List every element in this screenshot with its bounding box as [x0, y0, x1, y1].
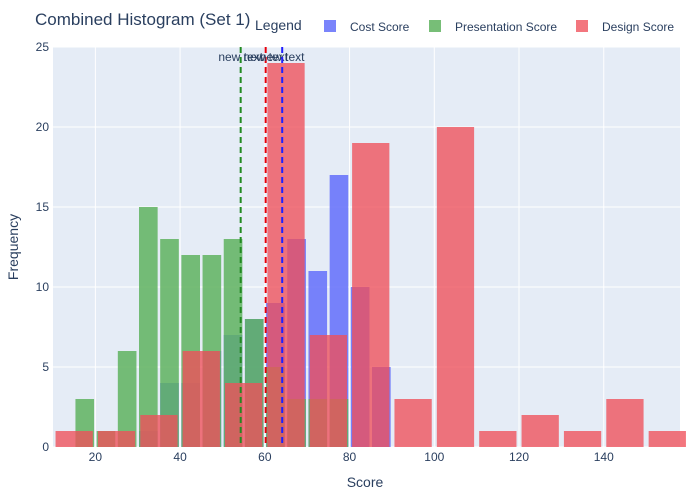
- legend[interactable]: Legend Cost Score Presentation Score Desig…: [255, 17, 674, 34]
- histogram-bar: [352, 143, 390, 447]
- legend-swatch: [576, 20, 588, 32]
- reference-line-label: new text: [260, 50, 305, 64]
- histogram-bar: [436, 127, 475, 447]
- histogram-bar: [479, 431, 517, 447]
- x-tick-label: 100: [424, 450, 444, 464]
- histogram-bar: [117, 351, 137, 447]
- legend-item[interactable]: Presentation Score: [429, 20, 557, 34]
- histogram-bar: [182, 351, 220, 447]
- histogram-bar: [521, 415, 559, 447]
- legend-label: Cost Score: [350, 20, 410, 34]
- histogram-bar: [394, 399, 432, 447]
- y-axis-title: Frequency: [5, 214, 21, 280]
- histogram-bar: [225, 383, 263, 447]
- x-tick-labels: 20 40 60 80 100 120 140: [89, 450, 614, 464]
- histogram-bar: [160, 239, 179, 447]
- reference-line-label: new text: [218, 50, 263, 64]
- x-tick-label: 80: [343, 450, 357, 464]
- histogram-bar: [309, 335, 348, 447]
- y-tick-label: 10: [36, 280, 50, 294]
- y-tick-label: 0: [42, 440, 49, 454]
- x-axis-title: Score: [347, 474, 384, 490]
- y-tick-label: 20: [36, 120, 50, 134]
- x-tick-label: 40: [173, 450, 187, 464]
- x-tick-label: 120: [509, 450, 529, 464]
- histogram-bar: [648, 431, 686, 447]
- legend-swatch: [324, 20, 336, 32]
- y-tick-label: 15: [36, 200, 50, 214]
- series-design-score: [55, 63, 686, 447]
- histogram-bar: [55, 431, 93, 447]
- x-tick-label: 140: [594, 450, 614, 464]
- histogram-bar: [97, 431, 136, 447]
- histogram-bar: [606, 399, 644, 447]
- histogram-bar: [563, 431, 602, 447]
- y-tick-label: 25: [36, 40, 50, 54]
- histogram-bar: [139, 207, 158, 447]
- y-tick-label: 5: [42, 360, 49, 374]
- legend-label: Design Score: [602, 20, 674, 34]
- legend-label: Presentation Score: [455, 20, 557, 34]
- legend-title: Legend: [255, 17, 302, 33]
- x-tick-label: 20: [89, 450, 103, 464]
- reference-line-label: new text: [243, 50, 288, 64]
- y-tick-labels: 0 5 10 15 20 25: [36, 40, 50, 454]
- x-tick-label: 60: [258, 450, 272, 464]
- legend-item[interactable]: Cost Score: [324, 20, 410, 34]
- histogram-bar: [140, 415, 178, 447]
- chart-title: Combined Histogram (Set 1): [35, 10, 250, 29]
- legend-item[interactable]: Design Score: [576, 20, 674, 34]
- bars-layer: [55, 63, 686, 447]
- histogram-bar: [267, 63, 305, 447]
- legend-swatch: [429, 20, 441, 32]
